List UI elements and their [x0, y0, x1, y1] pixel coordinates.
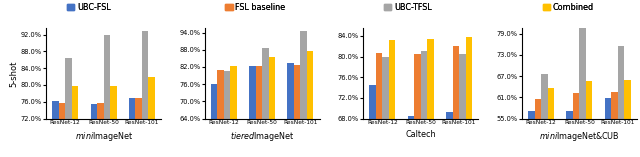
- Bar: [52, 101, 59, 157]
- Bar: [420, 51, 428, 157]
- Bar: [142, 31, 148, 157]
- Bar: [369, 85, 376, 157]
- Bar: [104, 35, 110, 157]
- Legend: UBC-TFSL: UBC-TFSL: [384, 3, 432, 12]
- Bar: [269, 57, 275, 157]
- Bar: [72, 86, 78, 157]
- Legend: UBC-FSL: UBC-FSL: [67, 3, 111, 12]
- Bar: [586, 81, 593, 157]
- X-axis label: Caltech: Caltech: [406, 130, 436, 139]
- Bar: [611, 92, 618, 157]
- Bar: [446, 112, 452, 157]
- Bar: [97, 103, 104, 157]
- Bar: [90, 104, 97, 157]
- Bar: [249, 65, 255, 157]
- Bar: [566, 111, 573, 157]
- Bar: [541, 74, 548, 157]
- Legend: Combined: Combined: [543, 3, 594, 12]
- Bar: [428, 39, 434, 157]
- Bar: [110, 86, 116, 157]
- Bar: [548, 88, 554, 157]
- X-axis label: $\it{mini}$ImageNet: $\it{mini}$ImageNet: [74, 130, 132, 143]
- Bar: [129, 98, 135, 157]
- Bar: [534, 99, 541, 157]
- Bar: [211, 84, 218, 157]
- Bar: [65, 58, 72, 157]
- Bar: [573, 93, 579, 157]
- Bar: [408, 116, 414, 157]
- Legend: FSL baseline: FSL baseline: [225, 3, 285, 12]
- Bar: [459, 54, 465, 157]
- Bar: [262, 48, 269, 157]
- Bar: [218, 70, 224, 157]
- Bar: [307, 51, 314, 157]
- Bar: [618, 46, 624, 157]
- Bar: [230, 66, 237, 157]
- Bar: [383, 57, 389, 157]
- Bar: [624, 80, 630, 157]
- Bar: [414, 54, 420, 157]
- Bar: [135, 97, 142, 157]
- Bar: [452, 46, 459, 157]
- Bar: [224, 71, 230, 157]
- Bar: [389, 40, 396, 157]
- Bar: [376, 52, 383, 157]
- X-axis label: $\it{tiered}$ImageNet: $\it{tiered}$ImageNet: [230, 130, 294, 143]
- X-axis label: $\it{mini}$ImageNet&CUB: $\it{mini}$ImageNet&CUB: [539, 130, 620, 143]
- Bar: [148, 77, 155, 157]
- Bar: [528, 111, 534, 157]
- Bar: [579, 14, 586, 157]
- Bar: [255, 66, 262, 157]
- Bar: [465, 37, 472, 157]
- Bar: [294, 65, 300, 157]
- Y-axis label: 5-shot: 5-shot: [9, 60, 18, 87]
- Bar: [59, 103, 65, 157]
- Bar: [605, 98, 611, 157]
- Bar: [287, 63, 294, 157]
- Bar: [300, 31, 307, 157]
